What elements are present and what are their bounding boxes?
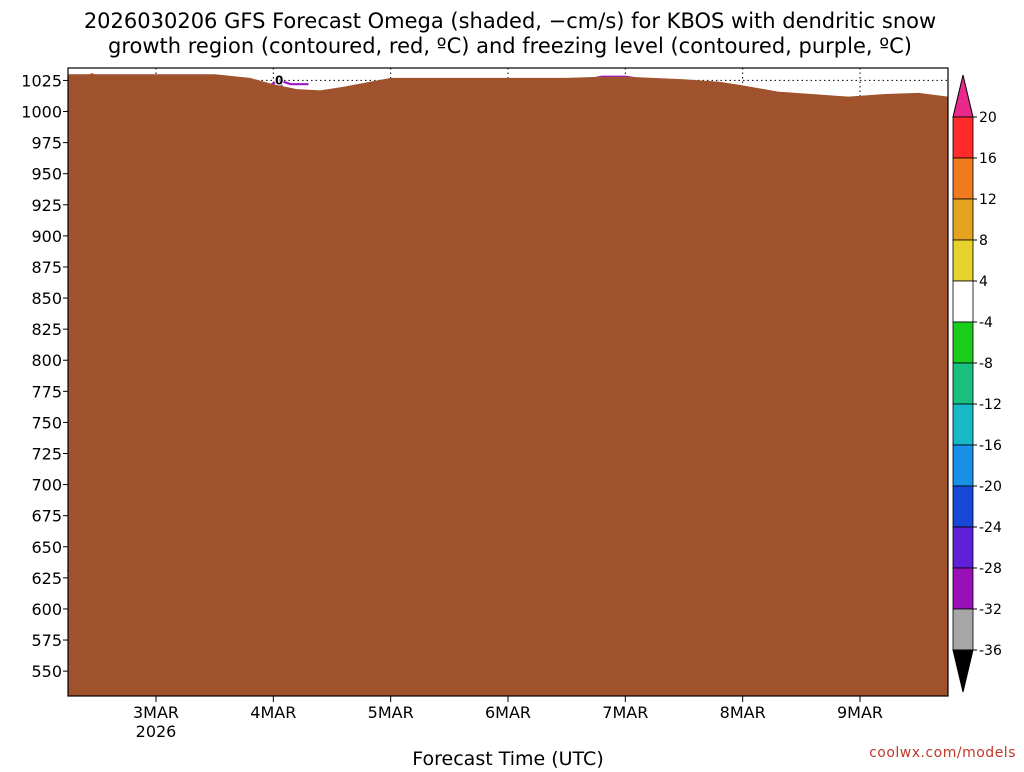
colorbar-label: 20 xyxy=(979,110,997,126)
y-tick-label: 575 xyxy=(31,631,62,650)
colorbar-label: -32 xyxy=(979,602,1002,618)
colorbar-swatch xyxy=(952,239,974,282)
y-tick-label: 875 xyxy=(31,258,62,277)
x-tick-label: 8MAR xyxy=(720,703,766,722)
colorbar-label: -24 xyxy=(979,520,1002,536)
colorbar-top-arrow xyxy=(952,74,974,118)
colorbar-swatch xyxy=(952,280,974,323)
y-tick-label: 1000 xyxy=(21,103,62,122)
colorbar-label: -36 xyxy=(979,643,1002,659)
y-tick-label: 825 xyxy=(31,320,62,339)
colorbar-swatch xyxy=(952,362,974,405)
y-tick-label: 625 xyxy=(31,569,62,588)
colorbar-swatch xyxy=(952,485,974,528)
freezing-contour-label: 0 xyxy=(275,73,283,87)
colorbar-swatch xyxy=(952,608,974,651)
colorbar-label: -12 xyxy=(979,397,1002,413)
colorbar-label: -8 xyxy=(979,356,993,372)
x-tick-sublabel: 2026 xyxy=(136,722,177,741)
chart-title-line1: 2026030206 GFS Forecast Omega (shaded, −… xyxy=(84,9,936,33)
x-axis-title: Forecast Time (UTC) xyxy=(412,748,603,768)
colorbar-label: -16 xyxy=(979,438,1002,454)
colorbar-swatch xyxy=(952,116,974,159)
colorbar-swatch xyxy=(952,321,974,364)
x-tick-label: 7MAR xyxy=(602,703,648,722)
y-tick-label: 675 xyxy=(31,507,62,526)
y-tick-label: 550 xyxy=(31,662,62,681)
colorbar-label: 4 xyxy=(979,274,988,290)
y-tick-label: 1025 xyxy=(21,71,62,90)
y-tick-label: 600 xyxy=(31,600,62,619)
x-tick-label: 5MAR xyxy=(368,703,414,722)
colorbar-swatch xyxy=(952,567,974,610)
colorbar-label: -20 xyxy=(979,479,1002,495)
x-tick-label: 6MAR xyxy=(485,703,531,722)
x-tick-label: 9MAR xyxy=(837,703,883,722)
y-tick-label: 850 xyxy=(31,289,62,308)
x-tick-label: 3MAR xyxy=(133,703,179,722)
terrain xyxy=(68,74,948,696)
y-tick-label: 900 xyxy=(31,227,62,246)
chart-title-line2: growth region (contoured, red, ºC) and f… xyxy=(108,34,912,58)
credit-text: coolwx.com/models xyxy=(869,745,1016,761)
y-tick-label: 975 xyxy=(31,134,62,153)
colorbar-swatch xyxy=(952,403,974,446)
x-tick-label: 4MAR xyxy=(250,703,296,722)
terrain-fill xyxy=(68,74,948,696)
colorbar-label: 12 xyxy=(979,192,997,208)
colorbar-swatch xyxy=(952,444,974,487)
y-tick-label: 775 xyxy=(31,382,62,401)
colorbar-bottom-arrow xyxy=(952,649,974,693)
colorbar: 20 16 12 8 4 -4 -8 -12 -16 -20 -24 -28 -32 -36 xyxy=(952,74,1002,693)
y-tick-label: 700 xyxy=(31,476,62,495)
y-axis: 550 575 600 625 650 675 700 725 750 775 800 825 850 8… xyxy=(21,71,68,681)
y-tick-label: 725 xyxy=(31,445,62,464)
y-tick-label: 800 xyxy=(31,351,62,370)
colorbar-label: -4 xyxy=(979,315,993,331)
y-tick-label: 925 xyxy=(31,196,62,215)
y-tick-label: 750 xyxy=(31,413,62,432)
colorbar-swatch xyxy=(952,526,974,569)
colorbar-swatch xyxy=(952,198,974,241)
y-tick-label: 650 xyxy=(31,538,62,557)
colorbar-swatch xyxy=(952,157,974,200)
y-tick-label: 950 xyxy=(31,165,62,184)
colorbar-label: 16 xyxy=(979,151,997,167)
colorbar-label: -28 xyxy=(979,561,1002,577)
colorbar-label: 8 xyxy=(979,233,988,249)
